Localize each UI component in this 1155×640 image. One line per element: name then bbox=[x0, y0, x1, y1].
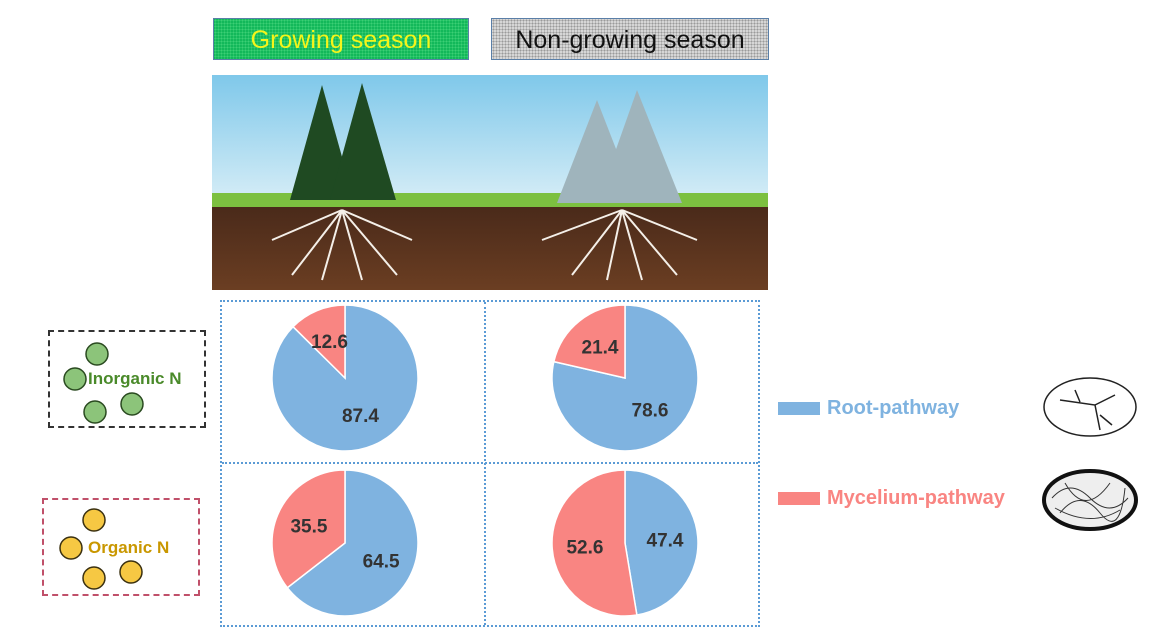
roots bbox=[271, 209, 698, 281]
mycelium-icon bbox=[1042, 469, 1138, 531]
frosted-trees bbox=[557, 90, 682, 203]
mycelium-value-label: 12.6 bbox=[311, 332, 348, 353]
root-icon bbox=[1043, 377, 1137, 437]
organic-n-box: Organic N bbox=[42, 498, 200, 596]
root-slice bbox=[271, 304, 419, 452]
mycelium-value-label: 35.5 bbox=[290, 516, 327, 537]
mycelium-slice bbox=[551, 469, 638, 617]
mycelium-slice bbox=[291, 304, 346, 380]
root-pathway-swatch bbox=[778, 402, 820, 415]
mycelium-slice bbox=[552, 304, 626, 379]
root-slice bbox=[286, 469, 419, 617]
pie-grid bbox=[220, 300, 760, 627]
root-value-label: 78.6 bbox=[632, 400, 669, 421]
root-pathway-label: Root-pathway bbox=[827, 397, 960, 419]
growing-season-label: Growing season bbox=[213, 18, 469, 60]
mycelium-value-label: 21.4 bbox=[582, 338, 619, 359]
inorganic-n-box: Inorganic N bbox=[48, 330, 206, 428]
mycelium-pathway-label: Mycelium-pathway bbox=[827, 487, 1005, 509]
landscape-illustration bbox=[212, 75, 768, 290]
mycelium-value-label: 52.6 bbox=[566, 537, 603, 558]
root-slice bbox=[624, 469, 699, 616]
yellow-droplets-icon bbox=[59, 508, 143, 590]
organic-n-label: Organic N bbox=[88, 538, 170, 557]
mycelium-pathway-swatch bbox=[778, 492, 820, 505]
inorganic-n-label: Inorganic N bbox=[88, 369, 182, 388]
green-droplets-icon bbox=[63, 342, 144, 424]
green-trees bbox=[290, 83, 396, 200]
root-value-label: 87.4 bbox=[342, 406, 379, 427]
mycelium-slice bbox=[271, 469, 346, 589]
root-value-label: 47.4 bbox=[647, 531, 684, 552]
root-value-label: 64.5 bbox=[363, 552, 400, 573]
non-growing-season-label: Non-growing season bbox=[491, 18, 769, 60]
